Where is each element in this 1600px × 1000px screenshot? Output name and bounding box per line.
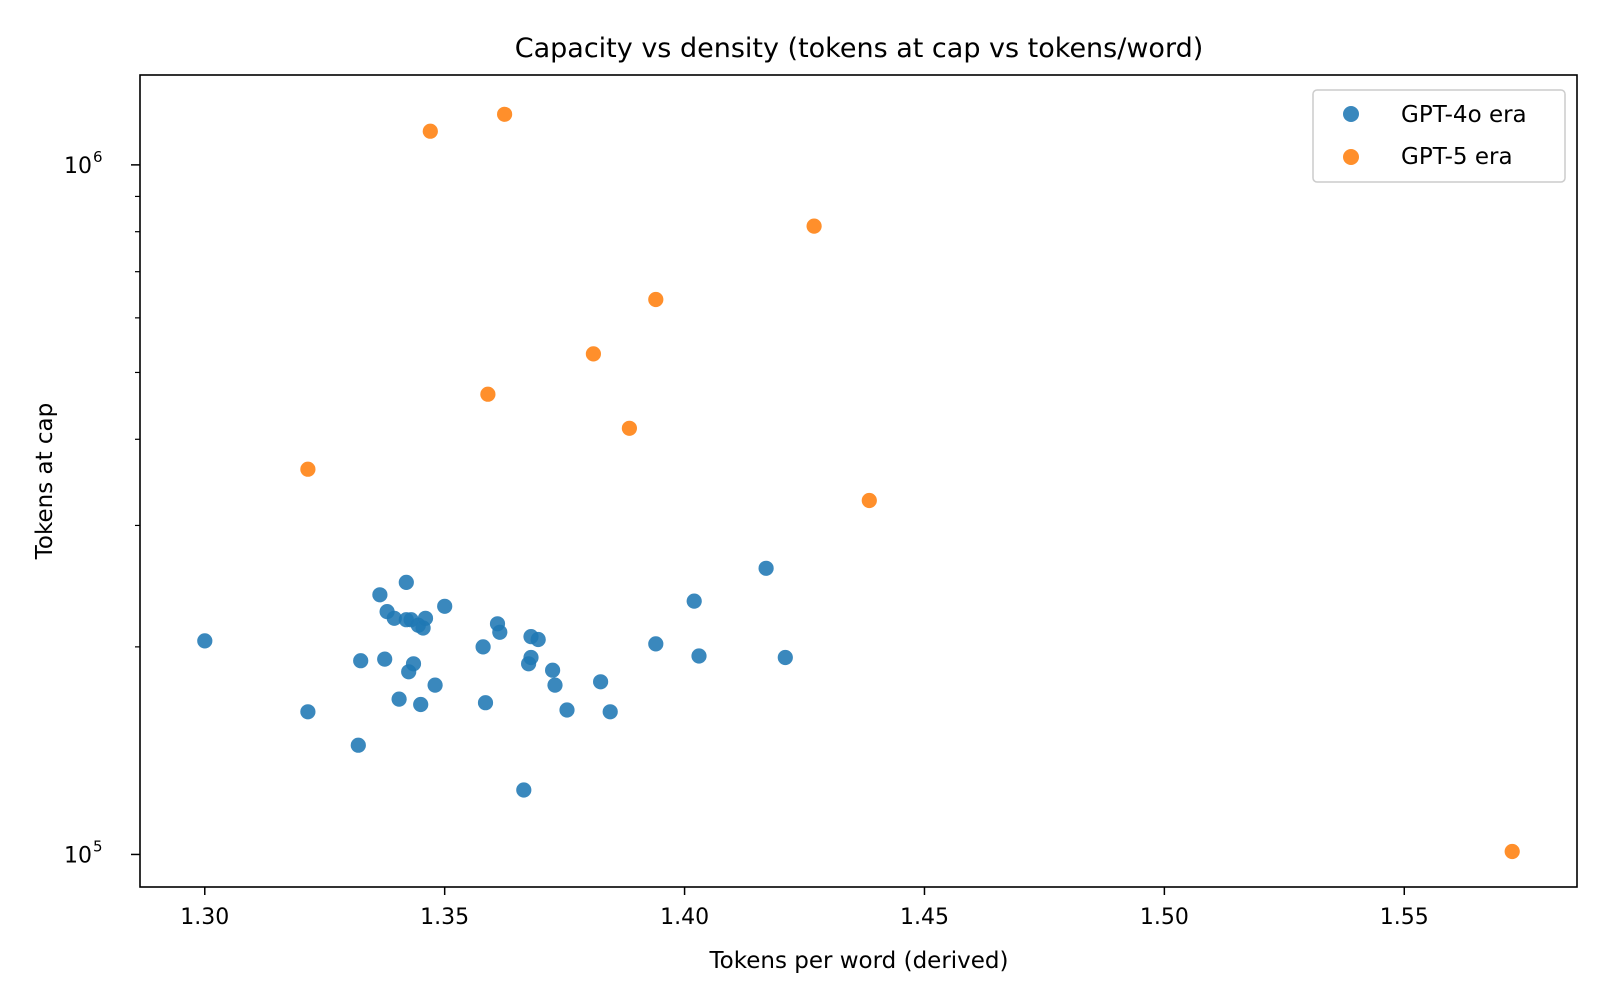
point-gpt4o-30 bbox=[547, 677, 563, 693]
point-gpt4o-1 bbox=[300, 704, 316, 720]
point-gpt5-4 bbox=[585, 346, 602, 362]
point-gpt4o-34 bbox=[648, 636, 664, 652]
point-gpt4o-5 bbox=[377, 651, 393, 667]
y-tick-label: 10 bbox=[64, 154, 92, 179]
x-tick-label: 1.55 bbox=[1380, 905, 1429, 930]
point-gpt4o-29 bbox=[545, 662, 561, 678]
x-tick-label: 1.45 bbox=[900, 905, 949, 930]
point-gpt4o-8 bbox=[391, 691, 407, 707]
point-gpt4o-2 bbox=[350, 737, 366, 753]
point-gpt5-3 bbox=[497, 106, 513, 122]
point-gpt4o-4 bbox=[372, 587, 388, 603]
point-gpt5-7 bbox=[806, 218, 822, 234]
point-gpt4o-24 bbox=[516, 782, 532, 798]
point-gpt4o-31 bbox=[559, 702, 575, 718]
point-gpt4o-36 bbox=[691, 648, 707, 664]
x-tick-label: 1.40 bbox=[660, 905, 709, 930]
x-tick-label: 1.30 bbox=[180, 905, 229, 930]
point-gpt4o-7 bbox=[386, 610, 402, 626]
point-gpt4o-37 bbox=[758, 560, 774, 576]
point-gpt4o-3 bbox=[353, 653, 369, 669]
point-gpt4o-32 bbox=[593, 674, 609, 690]
plot-frame bbox=[139, 74, 1578, 888]
chart-title: Capacity vs density (tokens at cap vs to… bbox=[515, 33, 1204, 64]
legend-marker-gpt5 bbox=[1343, 149, 1359, 165]
legend: GPT-4o era GPT-5 era bbox=[1312, 89, 1566, 183]
point-gpt5-2 bbox=[480, 386, 496, 402]
x-tick-label: 1.50 bbox=[1140, 905, 1189, 930]
point-gpt4o-18 bbox=[427, 677, 443, 693]
point-gpt4o-27 bbox=[523, 649, 539, 666]
legend-label-gpt5: GPT-5 era bbox=[1401, 144, 1513, 170]
point-gpt5-8 bbox=[861, 492, 877, 509]
point-gpt4o-13 bbox=[405, 656, 422, 672]
point-gpt4o-38 bbox=[777, 649, 793, 666]
legend-label-gpt4o: GPT-4o era bbox=[1401, 102, 1527, 128]
y-tick-label: 10 bbox=[64, 843, 92, 868]
point-gpt4o-17 bbox=[417, 610, 434, 626]
point-gpt4o-9 bbox=[398, 574, 414, 591]
point-gpt4o-35 bbox=[686, 593, 702, 609]
legend-marker-gpt4o bbox=[1343, 106, 1359, 122]
x-axis: 1.30 1.35 1.40 1.45 1.50 1.55 bbox=[180, 887, 1429, 930]
legend-frame bbox=[1312, 89, 1566, 183]
point-gpt4o-28 bbox=[530, 631, 546, 648]
point-gpt5-9 bbox=[1504, 843, 1520, 860]
y-tick-exponent: 5 bbox=[93, 837, 103, 855]
point-gpt5-5 bbox=[621, 420, 638, 436]
point-gpt4o-21 bbox=[477, 695, 494, 711]
point-gpt4o-19 bbox=[437, 598, 453, 614]
point-gpt4o-15 bbox=[413, 696, 429, 713]
point-gpt4o-33 bbox=[602, 704, 618, 720]
x-tick-label: 1.35 bbox=[420, 905, 469, 930]
point-gpt5-6 bbox=[648, 291, 664, 308]
point-gpt4o-23 bbox=[492, 624, 508, 640]
y-axis-label: Tokens at cap bbox=[32, 403, 58, 561]
point-gpt4o-20 bbox=[475, 639, 491, 655]
point-gpt5-0 bbox=[300, 461, 316, 477]
point-gpt4o-0 bbox=[197, 633, 213, 649]
y-tick-exponent: 6 bbox=[93, 148, 103, 166]
x-axis-label: Tokens per word (derived) bbox=[709, 948, 1009, 974]
point-gpt5-1 bbox=[422, 123, 438, 139]
points-layer bbox=[197, 106, 1520, 860]
